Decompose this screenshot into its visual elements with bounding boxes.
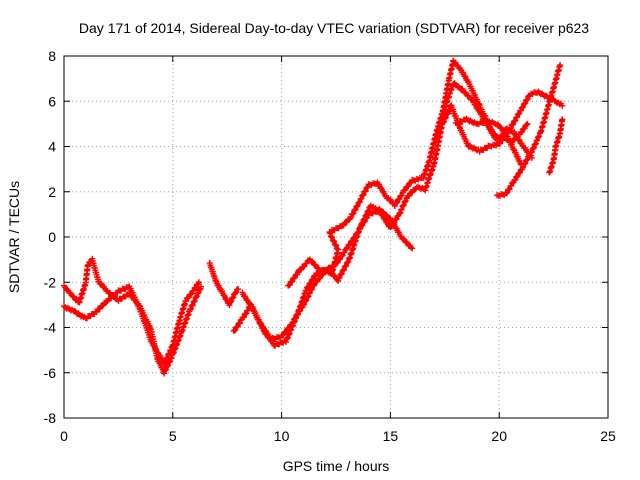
data-point [522, 160, 529, 167]
data-point [408, 244, 415, 251]
data-point [195, 279, 202, 286]
data-point [338, 270, 345, 277]
y-tick-label: 4 [48, 139, 56, 155]
data-point [335, 277, 342, 284]
x-tick-label: 25 [600, 428, 616, 444]
series-track [452, 115, 524, 168]
x-tick-label: 15 [383, 428, 399, 444]
y-axis-label: SDTVAR / TECUs [6, 181, 22, 293]
data-point [352, 206, 359, 213]
data-point [523, 121, 530, 128]
x-tick-label: 5 [169, 428, 177, 444]
series-track [206, 260, 242, 309]
series-track [285, 57, 535, 289]
y-tick-label: 6 [48, 93, 56, 109]
data-point [521, 125, 528, 132]
data-point [310, 275, 317, 282]
x-tick-label: 20 [491, 428, 507, 444]
y-tick-label: -6 [44, 365, 57, 381]
data-point [198, 283, 205, 290]
y-tick-label: 8 [48, 48, 56, 64]
data-point [514, 114, 521, 121]
data-point [340, 266, 347, 273]
data-point [524, 96, 531, 103]
data-point [510, 121, 517, 128]
data-point [356, 198, 363, 205]
data-point [303, 287, 310, 294]
series-track [494, 62, 564, 199]
y-tick-label: 0 [48, 229, 56, 245]
y-tick-label: -4 [44, 320, 57, 336]
data-point [559, 116, 566, 123]
data-point [103, 299, 110, 306]
data-points [61, 57, 566, 377]
data-point [517, 107, 524, 114]
y-tick-label: -2 [44, 274, 57, 290]
data-point [358, 195, 365, 202]
data-point [348, 214, 355, 221]
data-point [307, 279, 314, 286]
data-point [512, 117, 519, 124]
x-tick-label: 10 [274, 428, 290, 444]
data-point [343, 262, 350, 269]
data-point [235, 286, 242, 293]
y-tick-label: 2 [48, 184, 56, 200]
data-point [526, 152, 533, 159]
axis-ticks: 0 5 10 15 20 25 -8 -6 -4 -2 0 2 4 6 8 [44, 48, 616, 444]
series-track [61, 255, 205, 377]
data-point [409, 245, 416, 252]
y-tick-label: -8 [44, 410, 57, 426]
data-point [520, 164, 527, 171]
data-point [360, 191, 367, 198]
x-axis-label: GPS time / hours [283, 458, 390, 474]
data-point [518, 128, 525, 135]
data-point [362, 187, 369, 194]
data-point [309, 286, 316, 293]
series-track [546, 116, 566, 176]
chart-title: Day 171 of 2014, Sidereal Day-to-day VTE… [79, 20, 589, 36]
data-point [305, 283, 312, 290]
data-point [507, 124, 514, 131]
data-point [559, 102, 566, 109]
data-point [345, 258, 352, 265]
x-tick-label: 0 [60, 428, 68, 444]
data-point [522, 100, 529, 107]
grid-lines [64, 56, 608, 418]
data-point [524, 156, 531, 163]
data-point [524, 120, 531, 127]
data-point [354, 202, 361, 209]
data-point [557, 62, 564, 69]
data-point [350, 210, 357, 217]
data-point [520, 103, 527, 110]
data-point [336, 274, 343, 281]
